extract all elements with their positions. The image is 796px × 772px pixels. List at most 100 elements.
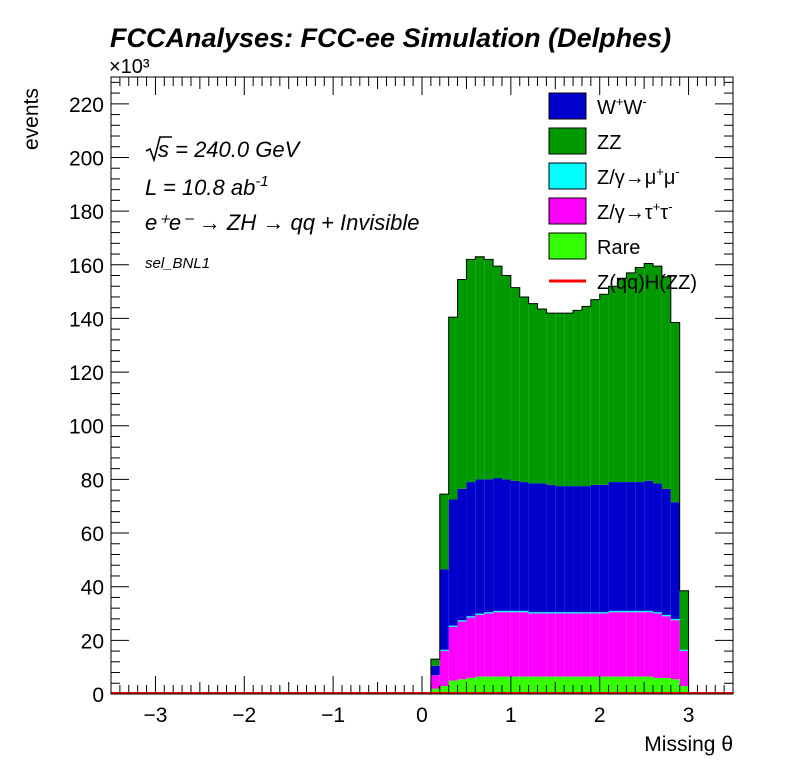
histogram-bar	[528, 676, 538, 694]
histogram-bar	[581, 612, 591, 614]
histogram-bar	[626, 676, 636, 694]
histogram-bar	[653, 266, 662, 484]
histogram-bar	[546, 676, 556, 694]
y-tick-label: 0	[92, 684, 104, 707]
histogram-bar	[555, 613, 565, 677]
histogram-bar	[501, 612, 511, 677]
legend-label: ZZ	[597, 132, 621, 154]
histogram-bar	[484, 259, 494, 480]
histogram-bar	[484, 676, 494, 694]
y-multiplier-label: ×10³	[109, 56, 150, 78]
histogram-bar	[590, 299, 600, 485]
histogram-bar	[528, 303, 538, 484]
histogram-bar	[537, 309, 547, 484]
histogram-bar	[430, 659, 440, 666]
selection-annotation: sel_BNL1	[145, 255, 210, 272]
histogram-bar	[466, 617, 476, 678]
luminosity-exponent: -1	[255, 173, 268, 190]
histogram-bar	[670, 322, 680, 503]
histogram-bar	[608, 482, 618, 611]
histogram-bar	[519, 612, 529, 677]
legend-entry: Z/γ→μ+μ-	[548, 162, 680, 190]
series-w-w-	[430, 478, 680, 676]
histogram-bar	[564, 313, 574, 487]
histogram-bar	[475, 676, 485, 694]
histogram-bar	[581, 613, 591, 677]
histogram-bar	[608, 612, 618, 677]
histogram-bar	[457, 679, 467, 694]
histogram-bar	[626, 610, 636, 613]
y-tick-label: 20	[81, 630, 104, 653]
histogram-bar	[661, 276, 671, 489]
histogram-bar	[626, 612, 636, 677]
histogram-bar	[457, 621, 467, 680]
series-zz	[430, 256, 689, 666]
histogram-bar	[599, 484, 609, 613]
histogram-bar	[457, 620, 467, 622]
histogram-bar	[457, 488, 467, 621]
histogram-bar	[617, 610, 627, 613]
histogram-bar	[510, 287, 520, 481]
sqrt-s-annotation: s = 240.0 GeV	[158, 137, 302, 162]
histogram-bar	[564, 613, 574, 677]
histogram-bar	[519, 676, 529, 694]
histogram-bar	[510, 676, 520, 694]
legend-label: Z/γ→μ+μ-	[597, 164, 680, 189]
x-tick-label: −2	[232, 704, 256, 727]
histogram-bar	[501, 676, 511, 694]
histogram-bar	[564, 676, 574, 694]
histogram-bar	[599, 613, 609, 677]
histogram-bar	[537, 676, 547, 694]
x-tick-label: −3	[143, 704, 167, 727]
histogram-bar	[661, 677, 671, 694]
y-tick-label: 180	[69, 201, 104, 224]
histogram-bar	[661, 616, 671, 678]
histogram-bar	[537, 612, 547, 614]
x-tick-label: −1	[321, 704, 345, 727]
y-tick-label: 120	[69, 362, 104, 385]
histogram-bar	[644, 480, 654, 611]
histogram-bar	[635, 676, 645, 694]
histogram-bar	[653, 612, 662, 614]
histogram-bar	[519, 482, 529, 611]
legend-label: Z/γ→τ+τ-	[597, 199, 673, 224]
histogram-bar	[581, 676, 591, 694]
histogram-bar	[448, 317, 458, 500]
x-tick-label: 0	[416, 704, 428, 727]
histogram-bar	[679, 651, 689, 686]
histogram-bar	[573, 310, 582, 487]
histogram-bar	[528, 613, 538, 677]
histogram-bar	[581, 486, 591, 613]
histogram-bar	[608, 676, 618, 694]
legend-label: Z(qq)H(ZZ)	[597, 272, 697, 294]
histogram-bar	[564, 486, 574, 613]
histogram-bar	[635, 267, 645, 483]
histogram-bar	[475, 614, 485, 677]
histogram-bar	[546, 484, 556, 613]
histogram-bar	[430, 688, 440, 694]
histogram-bar	[670, 620, 680, 680]
histogram-bar	[466, 259, 476, 483]
legend-label: W+W-	[597, 94, 647, 119]
histogram-bar	[661, 614, 671, 617]
legend-entry: ZZ	[548, 127, 621, 155]
histogram-bar	[466, 482, 476, 617]
histogram-bar	[475, 479, 485, 614]
histogram-bar	[599, 612, 609, 614]
stacked-histogram	[111, 256, 733, 695]
histogram-bar	[546, 613, 556, 677]
histogram-bar	[501, 610, 511, 613]
histogram-bar	[475, 256, 485, 480]
y-tick-label: 160	[69, 255, 104, 278]
histogram-bar	[493, 676, 502, 694]
series-rare	[430, 676, 689, 694]
histogram-bar	[493, 266, 502, 479]
histogram-bar	[670, 679, 680, 694]
axes: −3 −2 −1 0 1 2 3 0 20 40 60 80 100 120 140 160 180 200 220	[69, 76, 734, 727]
histogram-bar	[555, 486, 565, 613]
histogram-bar	[457, 279, 467, 489]
histogram-bar	[528, 483, 538, 613]
histogram-bar	[448, 680, 458, 694]
process-annotation: e⁺e⁻ → ZH → qq + Invisible	[145, 210, 420, 235]
